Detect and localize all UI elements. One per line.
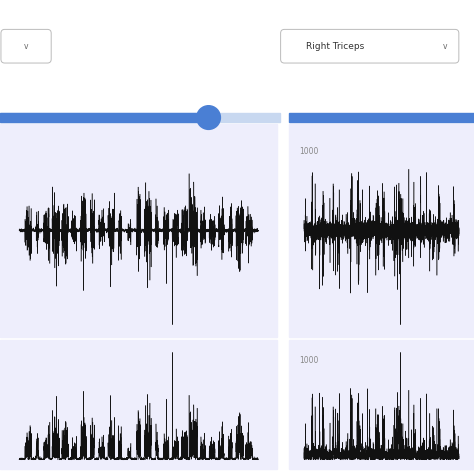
Bar [289, 124, 474, 337]
Text: v: v [24, 42, 28, 51]
Circle shape [197, 106, 220, 129]
Bar [0, 340, 277, 469]
Text: v: v [443, 42, 447, 51]
Text: Right Triceps: Right Triceps [306, 42, 364, 51]
Text: 1000: 1000 [300, 147, 319, 156]
Bar [289, 340, 474, 469]
Bar [0, 124, 277, 337]
Text: 1000: 1000 [300, 356, 319, 365]
FancyBboxPatch shape [281, 29, 459, 63]
Bar [0, 113, 209, 122]
Bar [289, 113, 474, 122]
Bar [0, 113, 280, 122]
FancyBboxPatch shape [1, 29, 51, 63]
